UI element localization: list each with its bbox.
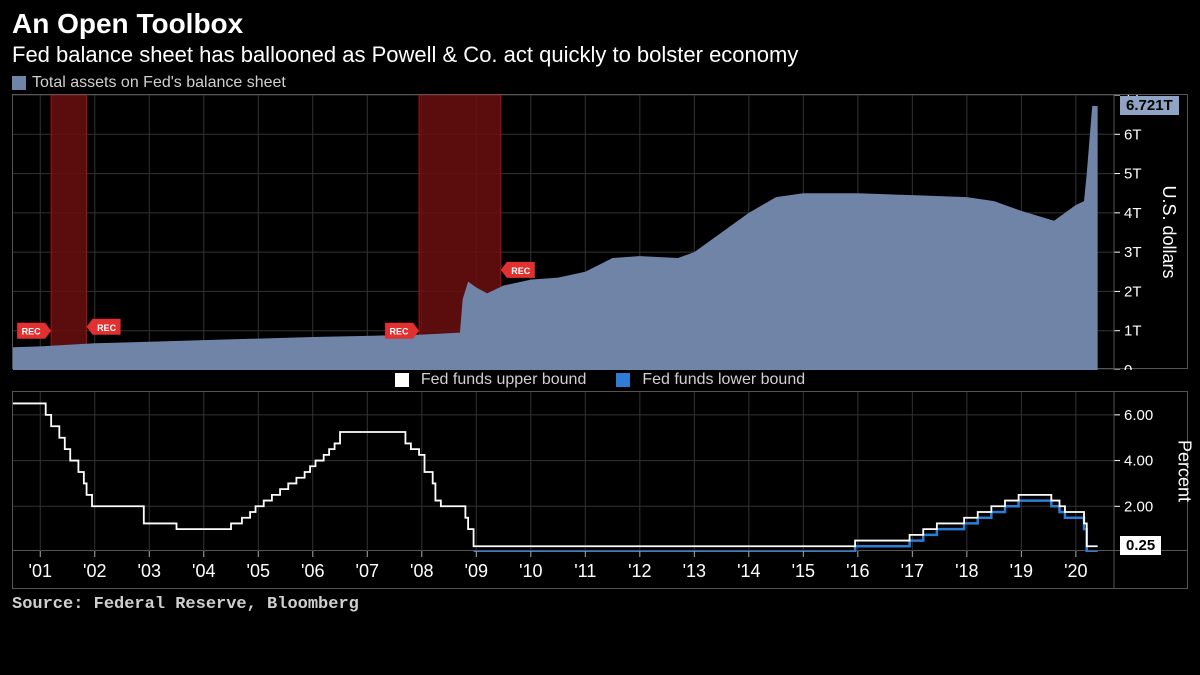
svg-text:'06: '06	[301, 561, 324, 581]
svg-text:'19: '19	[1010, 561, 1033, 581]
svg-text:'04: '04	[192, 561, 215, 581]
legend-mid: Fed funds upper bound Fed funds lower bo…	[0, 369, 1200, 391]
svg-text:'12: '12	[628, 561, 651, 581]
fed-funds-chart: 2.004.006.00Percent0.25	[12, 391, 1188, 551]
svg-text:'03: '03	[138, 561, 161, 581]
svg-text:'11: '11	[574, 561, 596, 581]
svg-text:0: 0	[1124, 362, 1132, 370]
svg-text:4.00: 4.00	[1124, 453, 1153, 470]
svg-text:2.00: 2.00	[1124, 498, 1153, 515]
svg-text:REC: REC	[97, 323, 117, 333]
svg-text:'15: '15	[792, 561, 815, 581]
balance-sheet-chart: RECRECRECREC01T2T3T4T5T6T7TU.S. dollars6…	[12, 94, 1188, 369]
svg-text:'01: '01	[29, 561, 52, 581]
legend-swatch-upper	[395, 373, 409, 387]
svg-text:REC: REC	[22, 327, 42, 337]
svg-text:'02: '02	[83, 561, 106, 581]
y-axis-label-top: U.S. dollars	[1158, 185, 1179, 278]
legend-item-lower: Fed funds lower bound	[616, 371, 805, 389]
header: An Open Toolbox Fed balance sheet has ba…	[0, 0, 1200, 72]
svg-text:'09: '09	[465, 561, 488, 581]
legend-label-upper: Fed funds upper bound	[421, 371, 586, 389]
chart-subtitle: Fed balance sheet has ballooned as Powel…	[12, 42, 1188, 68]
chart-title: An Open Toolbox	[12, 8, 1188, 40]
last-value-balance: 6.721T	[1120, 96, 1179, 115]
legend-item-upper: Fed funds upper bound	[395, 371, 586, 389]
svg-text:5T: 5T	[1124, 166, 1142, 183]
svg-text:3T: 3T	[1124, 244, 1142, 261]
svg-text:2T: 2T	[1124, 283, 1142, 300]
chart-source: Source: Federal Reserve, Bloomberg	[0, 589, 1200, 620]
legend-label-lower: Fed funds lower bound	[642, 371, 805, 389]
svg-text:'16: '16	[846, 561, 869, 581]
svg-text:'07: '07	[356, 561, 379, 581]
svg-text:6.00: 6.00	[1124, 407, 1153, 424]
y-axis-label-bottom: Percent	[1173, 440, 1194, 502]
svg-text:'20: '20	[1064, 561, 1087, 581]
svg-text:REC: REC	[511, 266, 531, 276]
svg-text:4T: 4T	[1124, 205, 1142, 222]
svg-text:'08: '08	[410, 561, 433, 581]
legend-swatch-lower	[616, 373, 630, 387]
svg-text:'14: '14	[737, 561, 760, 581]
svg-text:'17: '17	[901, 561, 924, 581]
legend-label-area: Total assets on Fed's balance sheet	[32, 74, 286, 92]
svg-text:'10: '10	[519, 561, 542, 581]
svg-text:1T: 1T	[1124, 323, 1142, 340]
svg-text:6T: 6T	[1124, 126, 1142, 143]
svg-text:'13: '13	[683, 561, 706, 581]
legend-swatch-area	[12, 76, 26, 90]
svg-text:'18: '18	[955, 561, 978, 581]
svg-text:'05: '05	[247, 561, 270, 581]
legend-top: Total assets on Fed's balance sheet	[0, 72, 1200, 94]
svg-text:REC: REC	[390, 327, 410, 337]
x-axis: '01 '02 '03 '04 '05 '06 '07 '08 '09 '10 '11 '12 '13 '…	[12, 551, 1188, 589]
